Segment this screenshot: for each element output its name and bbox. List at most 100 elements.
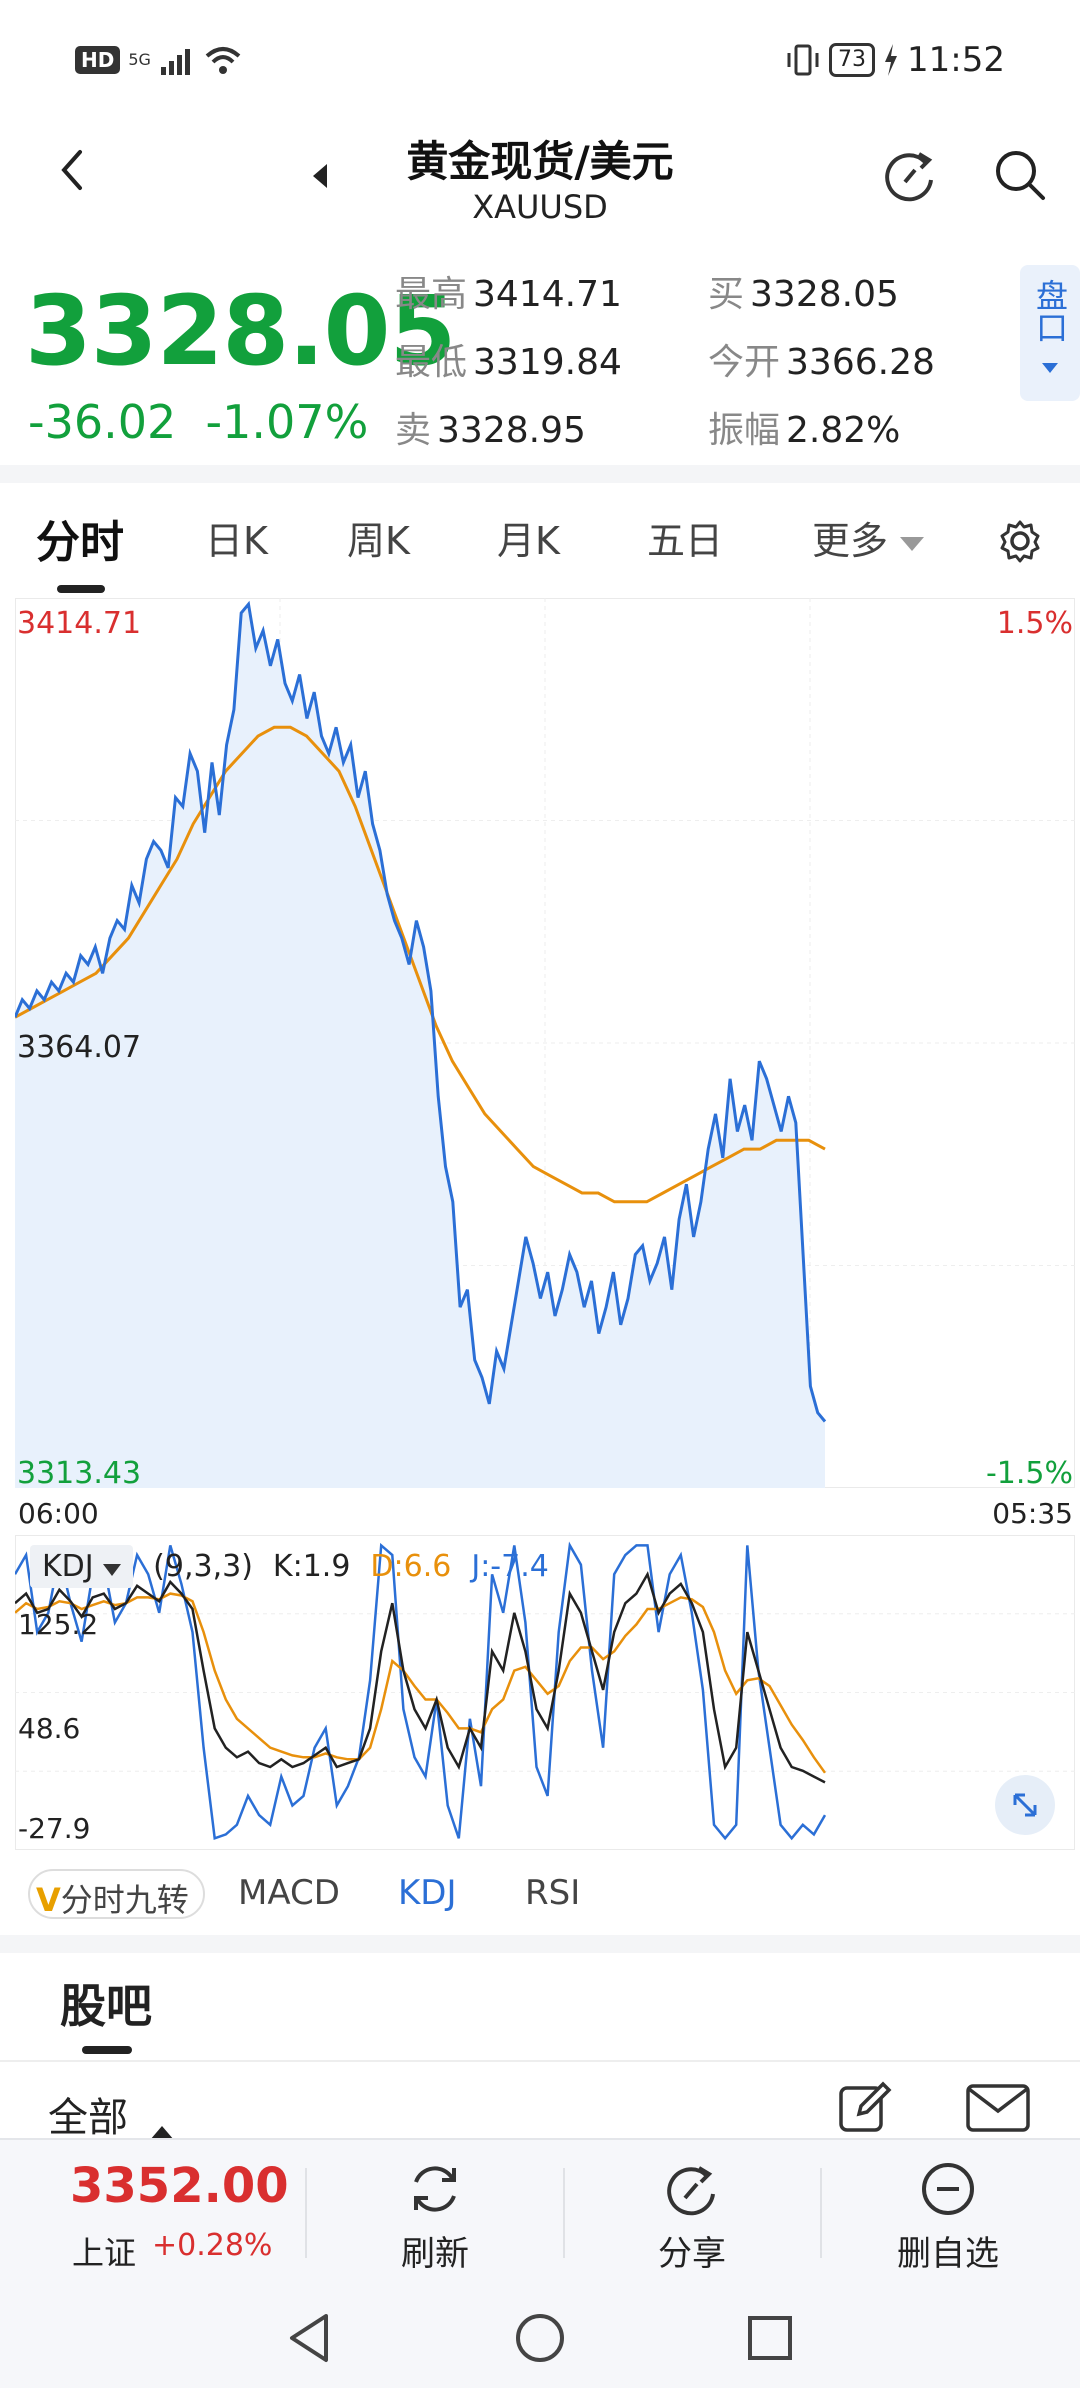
index-ticker[interactable]: 3352.00 上证 +0.28% bbox=[0, 2140, 305, 2290]
price-change: -36.02 -1.07% bbox=[28, 395, 368, 449]
kdj-d-value: D:6.6 bbox=[370, 1549, 452, 1584]
expand-chart-button[interactable] bbox=[995, 1775, 1055, 1835]
header: 黄金现货/美元 XAUUSD bbox=[0, 120, 1080, 240]
kdj-k-value: K:1.9 bbox=[272, 1549, 351, 1584]
caret-down-icon bbox=[103, 1564, 122, 1576]
tab-weekly-k[interactable]: 周K bbox=[347, 519, 410, 563]
filter-all[interactable]: 全部 bbox=[48, 2095, 128, 2141]
share-button[interactable]: 分享 bbox=[607, 2150, 777, 2280]
tab-daily-k[interactable]: 日K bbox=[205, 519, 268, 563]
indicator-tab-macd[interactable]: MACD bbox=[238, 1873, 340, 1913]
pankou-label: 盘口 bbox=[1031, 279, 1069, 343]
share-refresh-icon[interactable] bbox=[875, 140, 945, 210]
change-value: -36.02 bbox=[28, 395, 177, 449]
stat-value: 3414.71 bbox=[473, 274, 622, 315]
guba-section-title[interactable]: 股吧 bbox=[60, 1979, 152, 2033]
pankou-button[interactable]: 盘口 bbox=[1020, 265, 1080, 401]
battery-indicator: 73 bbox=[829, 43, 876, 77]
stat-open: 今开 3366.28 bbox=[708, 333, 935, 385]
tab-five-day[interactable]: 五日 bbox=[647, 519, 724, 563]
kdj-j-value: J:-7.4 bbox=[471, 1549, 549, 1584]
index-change: +0.28% bbox=[152, 2228, 273, 2263]
indicator-tab-kdj[interactable]: KDJ bbox=[398, 1873, 457, 1913]
stat-label: 卖 bbox=[395, 410, 432, 451]
caret-down-icon bbox=[1042, 363, 1058, 373]
divider bbox=[0, 2060, 1080, 2062]
caret-down-icon bbox=[900, 536, 925, 551]
stat-value: 2.82% bbox=[786, 410, 901, 451]
index-value: 3352.00 bbox=[70, 2158, 289, 2214]
share-label: 分享 bbox=[658, 2234, 726, 2274]
stat-label: 最低 bbox=[395, 342, 468, 383]
stat-amplitude: 振幅 2.82% bbox=[708, 401, 900, 453]
kdj-y-mid-label: 48.6 bbox=[18, 1712, 81, 1745]
intraday-chart-svg bbox=[13, 597, 1076, 1489]
y-axis-bottom-label: 3313.43 bbox=[17, 1456, 142, 1491]
y-axis-bottom-pct: -1.5% bbox=[985, 1456, 1073, 1491]
clock: 11:52 bbox=[907, 40, 1005, 80]
indicator-tab-rsi[interactable]: RSI bbox=[525, 1873, 581, 1913]
signal-icon bbox=[160, 49, 190, 75]
remove-watchlist-button[interactable]: 删自选 bbox=[863, 2150, 1033, 2280]
active-tab-indicator bbox=[57, 585, 105, 593]
jiuzhuan-label: 分时九转 bbox=[60, 1881, 189, 1919]
y-axis-mid-label: 3364.07 bbox=[17, 1030, 142, 1065]
toolbar-divider bbox=[563, 2168, 565, 2258]
stat-label: 买 bbox=[708, 274, 745, 315]
tab-intraday[interactable]: 分时 bbox=[36, 517, 124, 568]
settings-gear-icon[interactable] bbox=[995, 516, 1045, 566]
period-tabs: 分时 日K 周K 月K 五日 更多 bbox=[0, 500, 1080, 595]
wifi-icon bbox=[205, 47, 241, 74]
stat-sell: 卖 3328.95 bbox=[395, 401, 586, 453]
tab-more-label: 更多 bbox=[812, 519, 889, 563]
current-price: 3328.05 bbox=[25, 275, 456, 387]
stat-value: 3319.84 bbox=[473, 342, 622, 383]
charging-icon bbox=[885, 44, 898, 76]
stat-label: 今开 bbox=[708, 342, 781, 383]
page-subtitle: XAUUSD bbox=[472, 188, 608, 226]
nav-recents-icon[interactable] bbox=[740, 2308, 800, 2368]
price-area-fill bbox=[15, 604, 825, 1488]
previous-instrument-icon[interactable] bbox=[305, 156, 335, 196]
x-axis-end-label: 05:35 bbox=[992, 1497, 1073, 1530]
expand-icon bbox=[1013, 1793, 1037, 1817]
mail-icon[interactable] bbox=[965, 2083, 1031, 2133]
search-icon[interactable] bbox=[985, 140, 1055, 210]
expand-up-icon[interactable] bbox=[150, 2126, 174, 2140]
kdj-header: KDJ (9,3,3) K:1.9 D:6.6 J:-7.4 bbox=[30, 1545, 549, 1588]
nav-back-icon[interactable] bbox=[280, 2308, 340, 2368]
network-label: 5G bbox=[128, 50, 151, 69]
indicator-tabs: V分时九转 MACD KDJ RSI bbox=[0, 1865, 1080, 1925]
tab-monthly-k[interactable]: 月K bbox=[497, 519, 560, 563]
guba-tab-indicator bbox=[82, 2046, 132, 2054]
edit-post-icon[interactable] bbox=[835, 2078, 893, 2136]
price-line bbox=[13, 600, 827, 1423]
indicator-selector[interactable]: KDJ bbox=[30, 1545, 134, 1588]
x-axis-start-label: 06:00 bbox=[18, 1497, 99, 1530]
vibrate-icon bbox=[787, 44, 819, 76]
stat-value: 3328.95 bbox=[437, 410, 586, 451]
share-icon bbox=[667, 2166, 715, 2216]
kdj-chart[interactable] bbox=[13, 1534, 1076, 1851]
tab-more[interactable]: 更多 bbox=[812, 510, 925, 565]
intraday-chart[interactable]: 3414.71 3364.07 3313.43 1.5% -1.5% bbox=[13, 597, 1076, 1491]
stat-buy: 买 3328.05 bbox=[708, 265, 899, 317]
status-bar: HD 5G 73 11:52 bbox=[0, 0, 1080, 130]
refresh-button[interactable]: 刷新 bbox=[350, 2150, 520, 2280]
stat-high: 最高 3414.71 bbox=[395, 265, 622, 317]
hd-badge: HD bbox=[75, 46, 121, 74]
kdj-chart-svg bbox=[13, 1534, 1076, 1851]
nav-home-icon[interactable] bbox=[510, 2308, 570, 2368]
back-arrow-icon[interactable] bbox=[48, 140, 98, 200]
stat-value: 3366.28 bbox=[786, 342, 935, 383]
status-left: HD 5G bbox=[75, 44, 243, 76]
page-title: 黄金现货/美元 bbox=[406, 137, 674, 186]
kdj-params: (9,3,3) bbox=[153, 1549, 253, 1584]
change-percent: -1.07% bbox=[205, 395, 369, 449]
jiuzhuan-button[interactable]: V分时九转 bbox=[28, 1869, 205, 1919]
toolbar-divider bbox=[305, 2168, 307, 2258]
kdj-k-line bbox=[14, 1571, 826, 1784]
stat-label: 最高 bbox=[395, 274, 468, 315]
section-divider bbox=[0, 465, 1080, 483]
stat-label: 振幅 bbox=[708, 410, 781, 451]
